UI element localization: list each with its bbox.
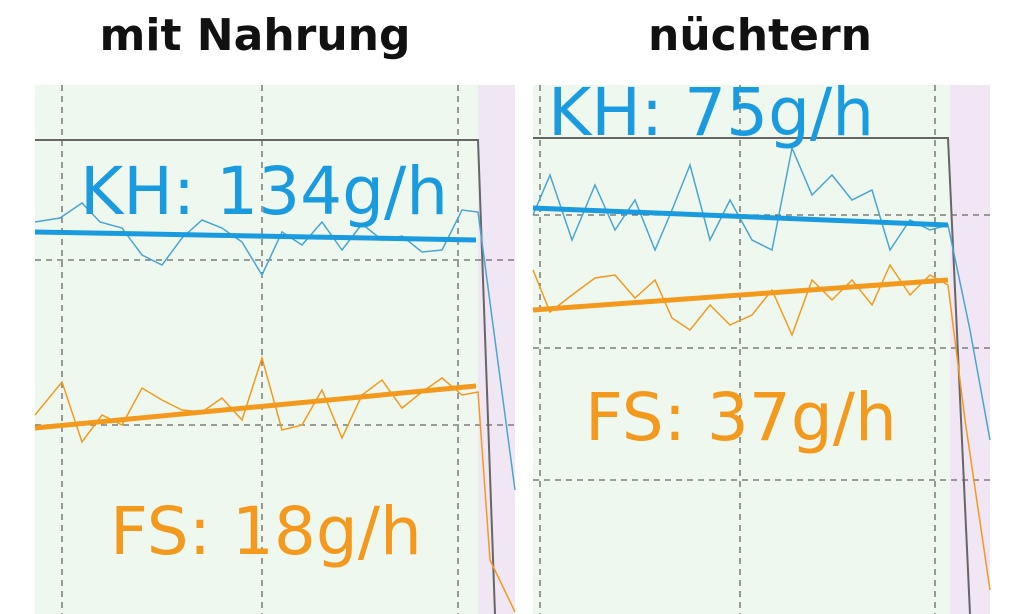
kh-trend — [34, 229, 477, 243]
panel: nüchtern KH: 75g/h FS: 37g/h — [532, 10, 991, 614]
kh-trend — [532, 205, 949, 228]
reference-line — [533, 137, 971, 614]
fs-trend — [532, 277, 949, 313]
kh-label: KH: 134g/h — [80, 153, 448, 230]
plot-area — [533, 85, 950, 614]
fs-trend — [34, 383, 477, 431]
panel-title: mit Nahrung — [100, 10, 411, 61]
fs-series — [34, 355, 516, 613]
panel-title: nüchtern — [648, 10, 872, 61]
fs-label: FS: 37g/h — [585, 379, 897, 456]
panel: mit Nahrung KH: 134g/h FS: 18g/h — [34, 10, 516, 614]
kh-label: KH: 75g/h — [548, 74, 874, 151]
reference-line — [35, 139, 496, 614]
fs-series — [532, 263, 991, 591]
fs-label: FS: 18g/h — [110, 493, 422, 570]
kh-series — [34, 202, 516, 491]
plot-area — [35, 85, 478, 614]
